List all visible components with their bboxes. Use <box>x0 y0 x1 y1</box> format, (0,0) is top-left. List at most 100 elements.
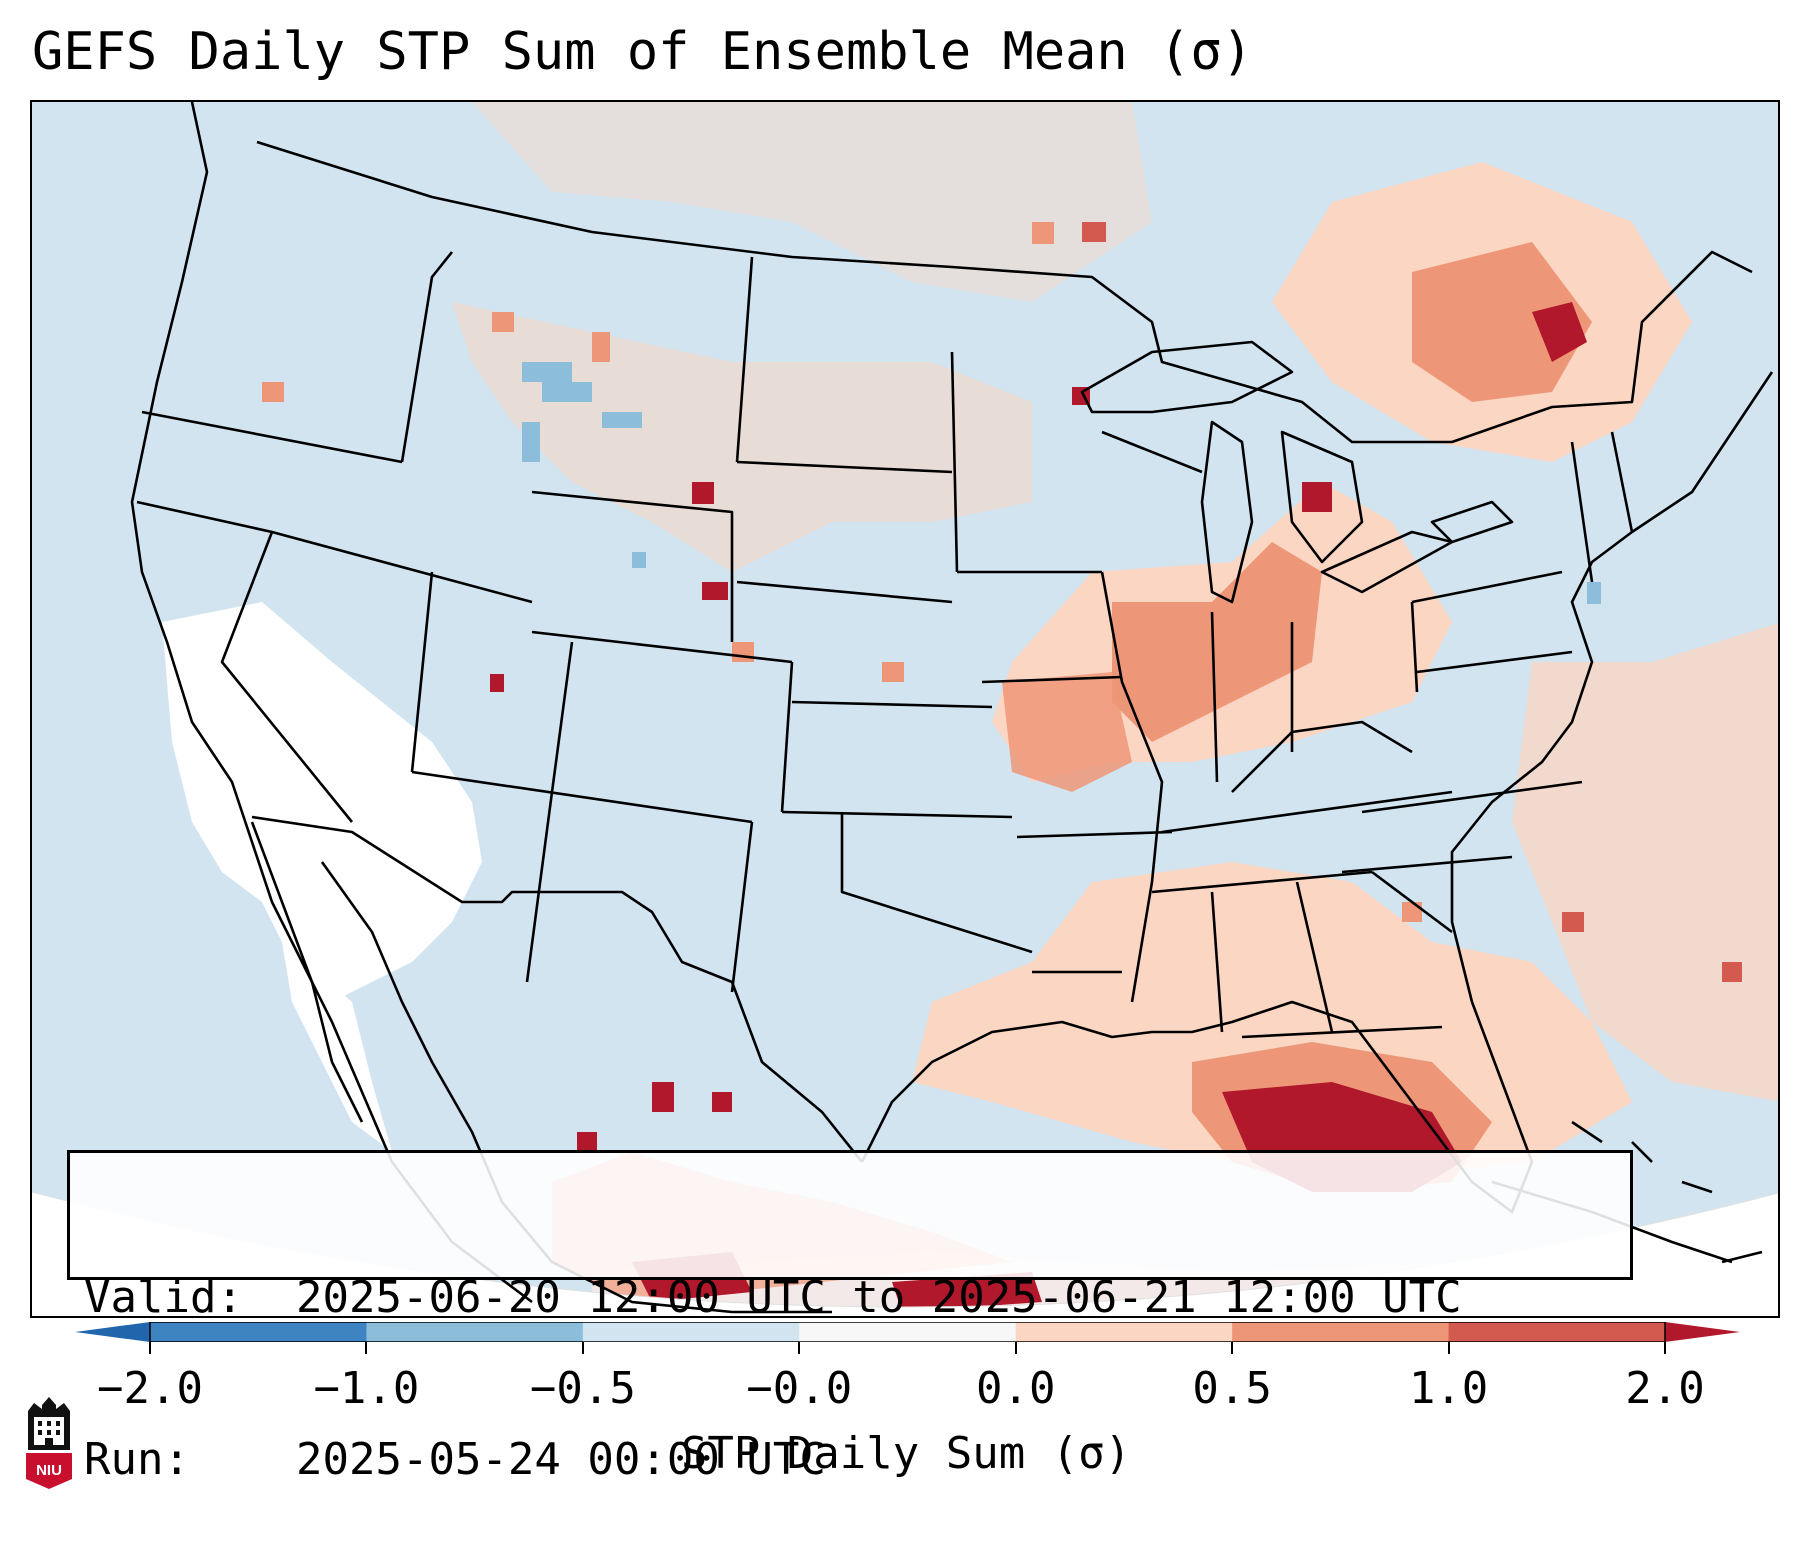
colorbar-tick-mark <box>1231 1342 1234 1354</box>
state-line-pa-south <box>1416 650 1573 674</box>
state-line-new-england <box>1610 431 1634 533</box>
state-line-nv-ut <box>410 571 434 773</box>
colorbar-tick-mark <box>365 1342 368 1354</box>
positive-region-canada <box>472 102 1152 302</box>
state-line-dakotas-mn <box>950 351 959 573</box>
colorbar-segment <box>366 1322 584 1342</box>
state-line-wy-north <box>531 490 734 642</box>
colorbar-outline <box>149 1322 1666 1342</box>
state-line-il-in <box>1210 611 1219 783</box>
state-line-va-nc <box>1361 780 1583 814</box>
state-line-ky <box>1231 720 1413 793</box>
state-line-pa-ny <box>1411 570 1563 604</box>
colorbar-extend-high <box>1665 1322 1740 1342</box>
colorbar-tick-mark <box>581 1342 584 1354</box>
neutral-region-southwest <box>162 602 482 1002</box>
chart-title: GEFS Daily STP Sum of Ensemble Mean (σ) <box>32 22 1253 82</box>
moderate-region-midwest <box>1112 542 1322 742</box>
state-line-ks-ok <box>781 810 1013 819</box>
lake-ontario <box>1430 500 1514 544</box>
positive-region-northern-plains <box>452 302 1032 572</box>
run-label: Run: <box>84 1434 190 1485</box>
atlantic-coast <box>1450 371 1774 1003</box>
state-line-az-nm <box>525 791 554 983</box>
colorbar-tick-mark <box>798 1342 801 1354</box>
baja-peninsula <box>250 821 364 1123</box>
state-line-ny-vt <box>1570 441 1594 583</box>
run-line: Run: 2025-05-24 00:00 UTC <box>84 1433 1616 1487</box>
map-panel <box>30 100 1780 1318</box>
state-line-al-ga <box>1295 881 1334 1033</box>
state-line-mississippi-river <box>1100 571 1164 1003</box>
lake-michigan <box>1200 420 1254 604</box>
colorbar-tick-label: 0.0 <box>975 1363 1056 1414</box>
state-line-tn-north <box>1161 790 1453 834</box>
state-line-ga-sc <box>1371 870 1453 934</box>
state-line-tn-south <box>1151 870 1373 894</box>
boundaries <box>130 102 1774 1314</box>
us-canada-border <box>256 140 1753 444</box>
colorbar-tick-label: −0.5 <box>529 1363 636 1414</box>
colorbar-title: STP Daily Sum (σ) <box>680 1428 1132 1479</box>
us-mexico-border <box>251 815 864 1163</box>
valid-value: 2025-06-20 12:00 UTC to 2025-06-21 12:00… <box>296 1272 1462 1323</box>
colorbar-segment <box>799 1322 1017 1342</box>
state-line-wi-mi <box>1101 430 1203 474</box>
state-line-wa-or <box>141 410 403 464</box>
valid-label: Valid: <box>84 1272 243 1323</box>
state-line-sd-ne <box>736 580 953 604</box>
state-line-nd-sd <box>736 460 953 474</box>
state-line-4corners <box>411 770 753 824</box>
valid-line: Valid: 2025-06-20 12:00 UTC to 2025-06-21… <box>84 1271 1616 1325</box>
colorbar-tick-label: 0.5 <box>1192 1363 1272 1414</box>
state-line-ga-fl <box>1241 1025 1443 1039</box>
west-coast <box>130 102 533 1304</box>
colorbar-tick-mark <box>1014 1342 1017 1354</box>
haiti-outline <box>1721 1250 1763 1264</box>
run-value: 2025-05-24 00:00 UTC <box>296 1434 826 1485</box>
colorbar-segment <box>1015 1322 1233 1342</box>
colorbar-segment <box>1448 1322 1666 1342</box>
state-line-ms-al <box>1210 891 1224 1033</box>
bahamas-outline <box>1571 1120 1713 1194</box>
colorbar-segments <box>150 1322 1666 1342</box>
strong-region-michigan <box>1302 482 1332 512</box>
colorbar-extend-low <box>75 1322 150 1342</box>
negative-cells <box>522 362 1601 604</box>
state-line-mo-ar <box>1016 830 1173 839</box>
positive-region-atlantic <box>1512 622 1778 1102</box>
colorbar-segment <box>582 1322 800 1342</box>
colorbar-segment <box>1232 1322 1450 1342</box>
state-line-ca-nv <box>220 531 354 823</box>
lake-huron <box>1280 430 1364 564</box>
logo-text: NIU <box>36 1462 62 1479</box>
state-line-co-ks <box>780 661 794 813</box>
colorbar-tick-mark <box>149 1342 151 1354</box>
state-line-ia-mo <box>981 675 1123 684</box>
colorbar-tick-mark <box>1664 1342 1666 1354</box>
moderate-region-missouri <box>1002 672 1132 792</box>
colorbar-tick-label: −2.0 <box>97 1363 203 1414</box>
strong-region-central-america <box>892 1272 1042 1307</box>
state-line-mt-nd <box>735 256 754 463</box>
valid-run-info-box: Valid: 2025-06-20 12:00 UTC to 2025-06-21… <box>67 1150 1633 1485</box>
moderate-region-quebec <box>1412 242 1592 402</box>
strong-region-quebec <box>1532 302 1587 362</box>
colorbar-tick-label: −0.0 <box>746 1363 853 1414</box>
state-line-oh-pa <box>1410 601 1419 693</box>
state-line-ok-tx <box>840 812 1033 954</box>
state-line-nc-sc <box>1341 855 1513 874</box>
state-line-wy-south <box>531 630 793 664</box>
state-line-nm-tx <box>730 821 754 993</box>
colorbar <box>75 1322 1740 1342</box>
state-line-ne-ks <box>791 700 993 709</box>
niu-logo: NIU <box>26 1397 72 1489</box>
colorbar-tick-label: 2.0 <box>1625 1363 1705 1414</box>
colorbar-tick-label: 1.0 <box>1408 1363 1489 1414</box>
colorbar-segment <box>150 1322 367 1342</box>
colorbar-tick-mark <box>1447 1342 1450 1354</box>
state-line-id-mt <box>400 251 454 463</box>
colorbar-tick-label: −1.0 <box>313 1363 420 1414</box>
map-svg <box>32 102 1778 1314</box>
lake-superior <box>1080 340 1294 414</box>
